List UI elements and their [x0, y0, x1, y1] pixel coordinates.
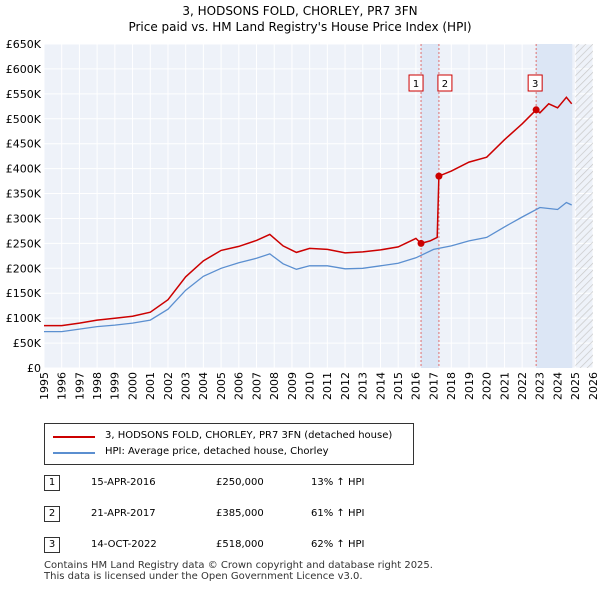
x-tick-label: 2013: [357, 372, 370, 400]
x-tick-label: 2009: [286, 372, 299, 400]
chart-subtitle: Price paid vs. HM Land Registry's House …: [128, 20, 472, 34]
sale-point: [435, 172, 443, 180]
y-tick-label: £0: [27, 362, 41, 375]
sale-label-box: 2: [437, 74, 453, 92]
x-tick-label: 1998: [91, 372, 104, 400]
sale-period-band: [536, 44, 573, 368]
sale-date: 14-OCT-2022: [91, 539, 157, 550]
sale-label-box: 1: [408, 74, 424, 92]
x-tick-label: 2012: [339, 372, 352, 400]
sale-hpi-change: 13% ↑ HPI: [311, 477, 365, 488]
x-tick-label: 2022: [516, 372, 529, 400]
x-tick-label: 2024: [551, 372, 564, 400]
x-tick-label: 2016: [410, 372, 423, 400]
hpi-series-line: [44, 201, 572, 333]
sale-price: £518,000: [216, 539, 264, 550]
legend-label-property: 3, HODSONS FOLD, CHORLEY, PR7 3FN (detac…: [105, 430, 393, 441]
sale-date: 21-APR-2017: [91, 508, 156, 519]
legend-label-hpi: HPI: Average price, detached house, Chor…: [105, 446, 329, 457]
sale-label-frame: [437, 74, 453, 92]
y-tick-label: £500K: [6, 113, 42, 126]
x-tick-label: 2017: [427, 372, 440, 400]
x-tick-label: 2000: [126, 372, 139, 400]
x-tick-label: 2023: [534, 372, 547, 400]
sale-label: 3: [532, 79, 538, 90]
x-tick-label: 2015: [392, 372, 405, 400]
y-tick-label: £600K: [6, 63, 42, 76]
x-tick-label: 2003: [180, 372, 193, 400]
sale-label-frame: [527, 74, 543, 92]
legend: 3, HODSONS FOLD, CHORLEY, PR7 3FN (detac…: [44, 423, 414, 465]
x-tick-label: 1995: [38, 372, 51, 400]
price-chart: 1 2 3 £0 £50K £100K £150K £200K £250K £300K £350K…: [6, 38, 600, 400]
legend-swatch-property: [53, 436, 95, 438]
x-tick-label: 1997: [73, 372, 86, 400]
sale-badge: 1: [44, 475, 60, 491]
sale-label-box: 3: [527, 74, 543, 92]
forecast-hatch: [575, 44, 593, 368]
sale-hpi-change: 61% ↑ HPI: [311, 508, 365, 519]
sale-label-frame: [408, 74, 424, 92]
x-tick-label: 2004: [197, 372, 210, 400]
x-tick-label: 2002: [162, 372, 175, 400]
legend-swatch-hpi: [53, 452, 95, 454]
y-tick-label: £200K: [6, 262, 42, 275]
x-tick-label: 2011: [321, 372, 334, 400]
footer-licence: This data is licensed under the Open Gov…: [44, 571, 363, 582]
sale-date: 15-APR-2016: [91, 477, 156, 488]
x-tick-label: 2021: [498, 372, 511, 400]
x-tick-label: 2007: [250, 372, 263, 400]
x-tick-label: 2006: [233, 372, 246, 400]
x-tick-label: 2026: [587, 372, 600, 400]
plot-background: [44, 44, 593, 368]
x-tick-label: 1996: [56, 372, 69, 400]
sale-hpi-change: 62% ↑ HPI: [311, 539, 365, 550]
x-tick-label: 2025: [569, 372, 582, 400]
x-tick-label: 2008: [268, 372, 281, 400]
x-tick-label: 2019: [463, 372, 476, 400]
y-tick-label: £100K: [6, 312, 42, 325]
y-tick-label: £350K: [6, 188, 42, 201]
y-tick-label: £550K: [6, 88, 42, 101]
y-tick-label: £300K: [6, 212, 42, 225]
sale-price: £385,000: [216, 508, 264, 519]
sale-label: 1: [413, 79, 419, 90]
y-tick-label: £400K: [6, 163, 42, 176]
y-tick-label: £150K: [6, 287, 42, 300]
sale-period-band: [421, 44, 439, 368]
x-tick-label: 2010: [303, 372, 316, 400]
x-tick-label: 2020: [481, 372, 494, 400]
property-series-line: [44, 96, 573, 327]
chart-title: 3, HODSONS FOLD, CHORLEY, PR7 3FN: [182, 4, 418, 18]
x-tick-label: 2018: [445, 372, 458, 400]
y-tick-label: £50K: [13, 337, 42, 350]
y-tick-label: £650K: [6, 38, 42, 51]
x-tick-label: 2001: [144, 372, 157, 400]
sale-badge: 3: [44, 537, 60, 553]
sale-label: 2: [442, 79, 448, 90]
sale-badge: 2: [44, 506, 60, 522]
y-tick-label: £250K: [6, 237, 42, 250]
y-tick-label: £450K: [6, 138, 42, 151]
x-tick-label: 2005: [215, 372, 228, 400]
x-tick-label: 2014: [374, 372, 387, 400]
sale-point: [417, 239, 425, 247]
footer-copyright: Contains HM Land Registry data © Crown c…: [44, 560, 433, 571]
sale-point: [532, 106, 540, 114]
sale-price: £250,000: [216, 477, 264, 488]
x-tick-label: 1999: [109, 372, 122, 400]
